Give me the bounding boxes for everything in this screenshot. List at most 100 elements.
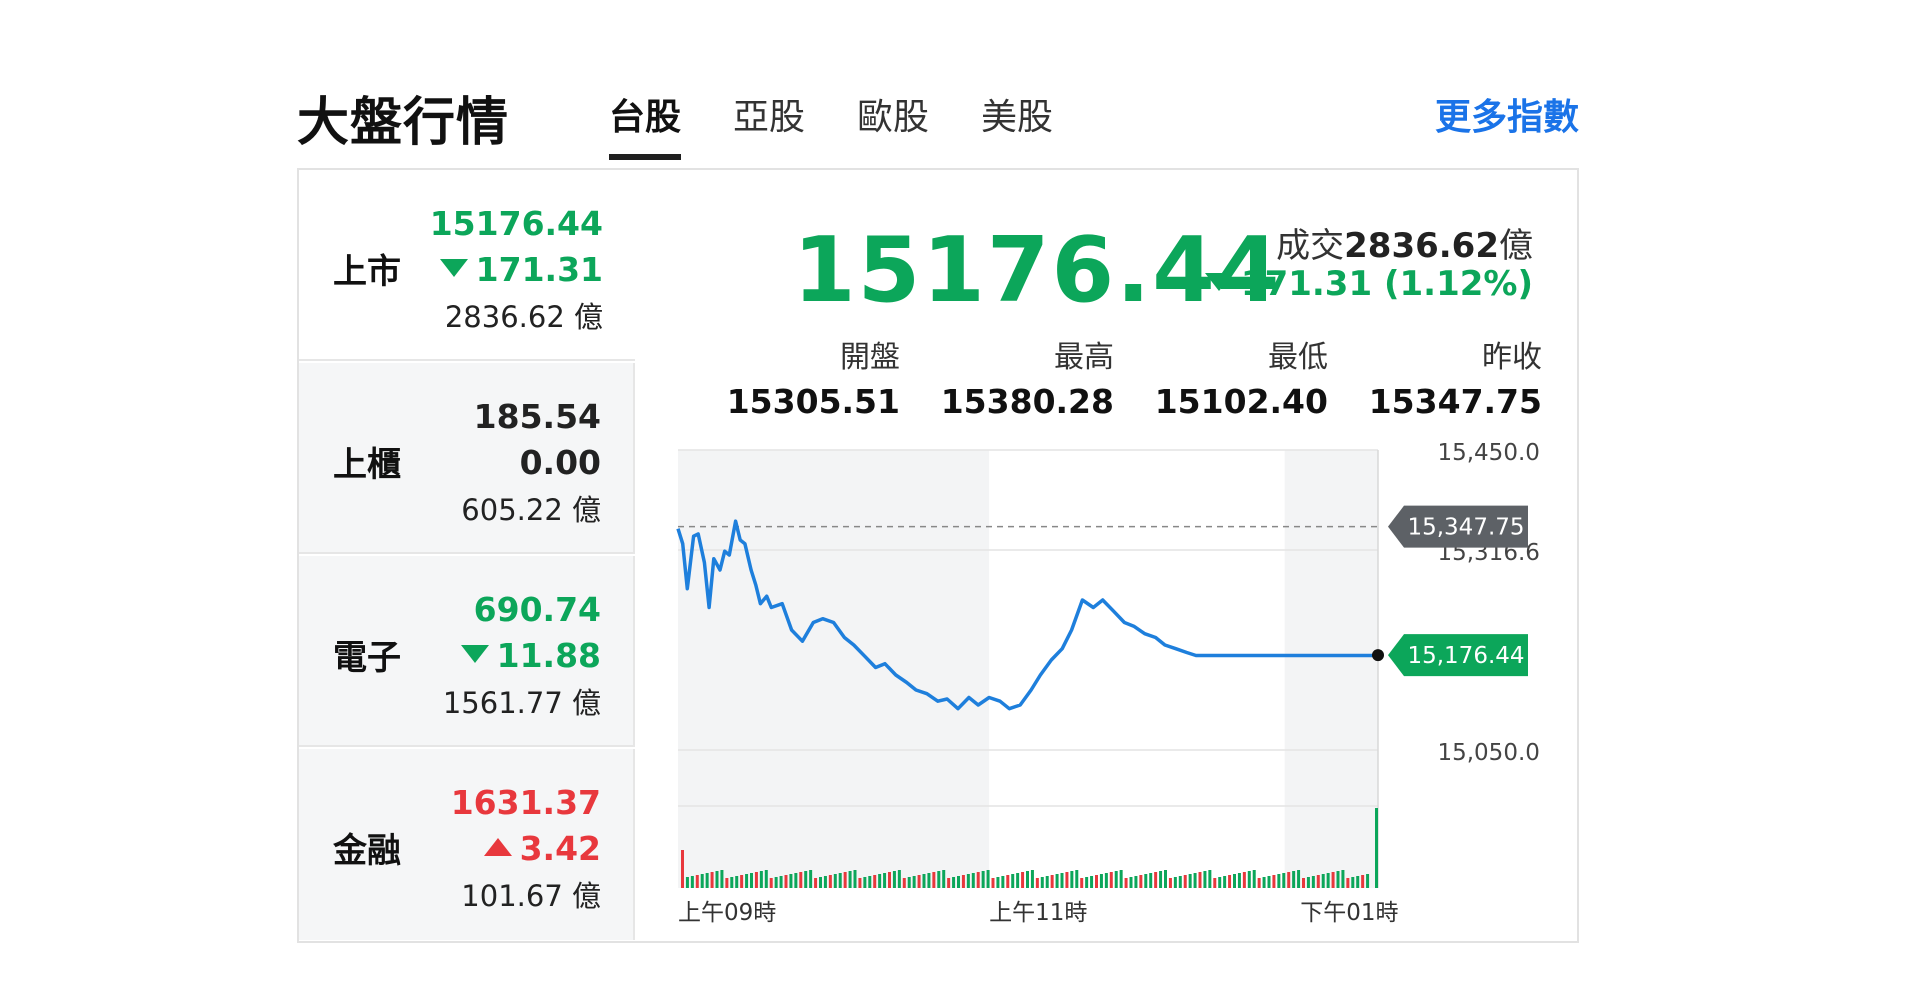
volume-bar	[1237, 873, 1241, 888]
volume-bar	[863, 877, 867, 888]
volume-bar	[1099, 874, 1103, 888]
volume-bar	[1223, 876, 1227, 888]
sidebar-item-value: 1631.37	[450, 783, 601, 822]
volume-bar	[1267, 876, 1271, 888]
page-title: 大盤行情	[297, 93, 510, 153]
sidebar-item-finance[interactable]: 金融 1631.37 3.42 101.67 億	[299, 749, 635, 940]
stat-prev-close: 昨收 15347.75	[1368, 340, 1542, 421]
volume-bar	[764, 870, 768, 888]
volume-bar	[1070, 871, 1074, 888]
volume-bar	[858, 878, 862, 888]
volume-bar	[1277, 874, 1281, 888]
volume-bar	[1366, 874, 1370, 888]
volume-bar	[1124, 878, 1128, 888]
volume-bar	[873, 875, 877, 888]
stat-high: 最高 15380.28	[940, 340, 1114, 421]
sidebar-item-volume: 101.67 億	[461, 879, 601, 913]
volume-bar	[1173, 877, 1177, 888]
volume-bar	[1011, 874, 1015, 888]
volume-bar	[1095, 875, 1098, 888]
volume-bar	[1331, 872, 1335, 888]
volume-bar	[774, 877, 778, 888]
sidebar-item-listed[interactable]: 上市 15176.44 171.31 2836.62 億	[299, 170, 635, 361]
volume-bar	[700, 874, 704, 888]
volume-bar	[814, 878, 818, 888]
volume-bar	[1050, 875, 1054, 888]
volume-bar	[897, 870, 901, 888]
volume-bar	[1336, 871, 1340, 888]
price-line	[676, 519, 1378, 711]
sidebar-item-value: 690.74	[473, 590, 601, 629]
volume-bar	[690, 876, 694, 888]
volume-bar	[1129, 877, 1133, 888]
volume-bar	[981, 871, 985, 888]
volume-bar	[1149, 873, 1153, 888]
volume-unit: 億	[1499, 226, 1533, 266]
price-change: 171.31 (1.12%)	[1204, 264, 1533, 304]
volume-bar	[779, 876, 783, 888]
down-triangle-icon	[1204, 273, 1233, 291]
volume-bar	[1168, 878, 1172, 888]
volume-bar	[1311, 876, 1315, 888]
volume-bar	[957, 876, 960, 888]
sidebar-item-volume: 605.22 億	[461, 493, 601, 527]
tab-europe[interactable]: 歐股	[857, 97, 930, 138]
volume-bar	[1208, 870, 1212, 888]
volume-bar	[1090, 876, 1094, 888]
sidebar-item-value: 15176.44	[429, 204, 603, 243]
volume-bar	[1021, 872, 1025, 888]
volume-bar	[843, 872, 847, 888]
volume-bar	[1361, 875, 1365, 888]
volume-bar	[1228, 875, 1232, 888]
tab-asia[interactable]: 亞股	[733, 97, 806, 138]
stat-low: 最低 15102.40	[1154, 340, 1328, 421]
volume-bar	[1356, 876, 1360, 888]
volume-bar	[1001, 876, 1005, 888]
volume-bar	[1035, 878, 1039, 888]
volume-bar	[1252, 870, 1256, 888]
volume-bar	[1375, 808, 1378, 888]
volume-bar	[1203, 871, 1207, 888]
volume-bar	[681, 850, 684, 888]
volume-bar	[750, 873, 753, 888]
volume-bar	[937, 871, 941, 888]
volume-bar	[1306, 877, 1310, 888]
sidebar-item-name: 電子	[333, 638, 401, 678]
sidebar-item-otc[interactable]: 上櫃 185.54 0.00 605.22 億	[299, 363, 635, 554]
volume-bar	[1316, 875, 1320, 888]
volume-bar	[735, 876, 739, 888]
volume-value: 2836.62	[1344, 226, 1499, 266]
volume-bar	[1055, 874, 1059, 888]
volume-bar	[1302, 878, 1305, 888]
volume-bar	[1065, 872, 1069, 888]
volume-bar	[848, 871, 852, 888]
volume-bar	[902, 878, 906, 888]
volume-bar	[947, 878, 951, 888]
volume-bar	[942, 870, 946, 888]
volume-bar	[1075, 870, 1079, 888]
volume-bar	[1178, 876, 1182, 888]
morning-session-shade	[678, 450, 990, 888]
intraday-chart[interactable]: 15,450.0015,316.6715,050.0015,347.7515,1…	[670, 440, 1540, 930]
volume-bar	[1060, 873, 1064, 888]
tab-us[interactable]: 美股	[981, 97, 1054, 138]
volume-bar	[1351, 877, 1355, 888]
tab-tw[interactable]: 台股	[609, 88, 682, 160]
x-tick-label: 上午11時	[989, 900, 1087, 926]
volume-bar	[740, 875, 744, 888]
sidebar-item-electronics[interactable]: 電子 690.74 11.88 1561.77 億	[299, 556, 635, 747]
volume-bar	[1233, 874, 1236, 888]
volume-bar	[1030, 870, 1034, 888]
sidebar-item-volume: 2836.62 億	[444, 300, 603, 334]
sidebar-item-volume: 1561.77 億	[442, 686, 601, 720]
volume-bar	[695, 875, 699, 888]
volume-bar	[1282, 873, 1286, 888]
header: 大盤行情 台股 亞股 歐股 美股 更多指數	[297, 70, 1579, 160]
volume-bar	[1292, 871, 1296, 888]
volume-bar	[868, 876, 872, 888]
volume-bar	[1159, 871, 1163, 888]
volume-bar	[878, 874, 882, 888]
more-indices-link[interactable]: 更多指數	[1434, 97, 1579, 138]
stat-open: 開盤 15305.51	[726, 340, 900, 421]
volume-bar	[1321, 874, 1325, 888]
